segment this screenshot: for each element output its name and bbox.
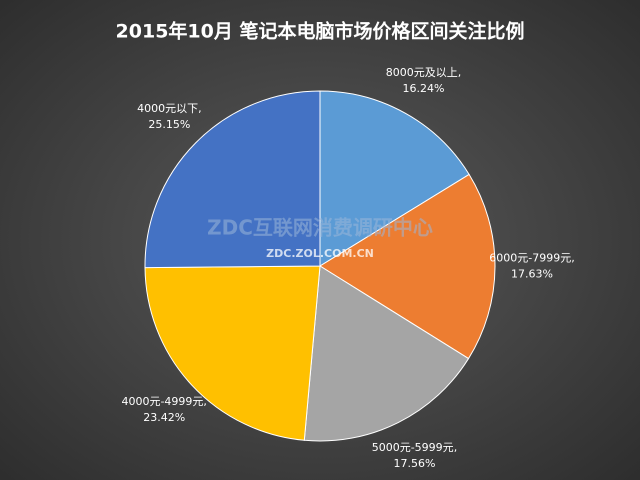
slice xyxy=(144,265,321,441)
category-label: 5000元-5999元 xyxy=(372,441,454,454)
value-label: 17.63% xyxy=(511,268,553,281)
slice xyxy=(303,265,470,442)
label-separator: , xyxy=(458,66,462,79)
label-separator: , xyxy=(198,102,202,115)
value-label: 16.24% xyxy=(403,82,445,95)
data-label: 5000元-5999元, 17.56% xyxy=(372,441,457,470)
category-label: 8000元及以上 xyxy=(386,66,458,79)
data-label: 8000元及以上, 16.24% xyxy=(386,66,462,95)
data-label: 4000元-4999元, 23.42% xyxy=(121,395,206,424)
data-label: 6000元-7999元, 17.63% xyxy=(489,252,574,281)
slice xyxy=(144,90,321,269)
pie: 8000元及以上, 16.24% 6000元-7999元, 17.63% 5000元-5… xyxy=(121,66,574,470)
watermark: ZDC互联网消费调研中心 xyxy=(207,216,433,240)
value-label: 17.56% xyxy=(393,457,435,470)
category-label: 4000元以下 xyxy=(137,102,198,115)
data-label: 4000元以下, 25.15% xyxy=(137,102,202,131)
label-separator: , xyxy=(454,441,458,454)
slice xyxy=(319,90,470,267)
slice xyxy=(319,173,496,360)
watermark-url: ZDC.ZOL.COM.CN xyxy=(266,247,374,260)
category-label: 6000元-7999元 xyxy=(489,252,571,265)
chart-title: 2015年10月 笔记本电脑市场价格区间关注比例 xyxy=(116,20,525,43)
value-label: 25.15% xyxy=(148,118,190,131)
category-label: 4000元-4999元 xyxy=(121,395,203,408)
label-separator: , xyxy=(203,395,207,408)
label-separator: , xyxy=(571,252,575,265)
value-label: 23.42% xyxy=(143,411,185,424)
